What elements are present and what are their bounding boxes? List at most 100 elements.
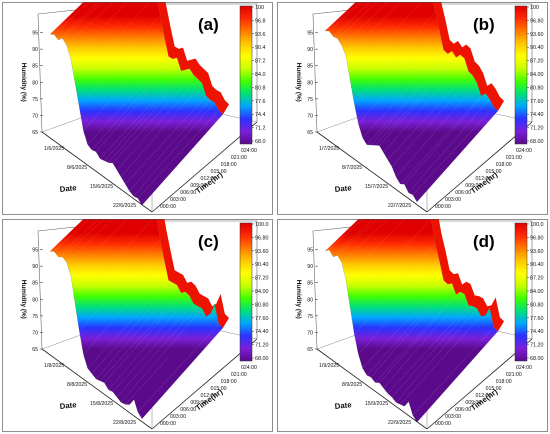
colorbar-tick-label: 93.60 (255, 249, 269, 255)
humidity-surface (49, 219, 230, 420)
time-tick-label: 012:00 (201, 176, 217, 182)
z-axis-title: Humidity (%) (20, 280, 27, 319)
colorbar-tick-label: 90.40 (255, 262, 269, 268)
z-tick-label: 65 (32, 347, 38, 353)
date-axis: 1/7/20258/7/202515/7/202522/7/202529/7/2… (319, 146, 411, 209)
surface-strip (58, 219, 104, 258)
colorbar-tick-label: 68.00 (255, 356, 269, 362)
surface-strip (345, 219, 432, 308)
date-tick-label: 1/8/2025 (44, 363, 64, 369)
surface-top-band (430, 219, 505, 332)
surface-top-band (432, 2, 505, 112)
z-tick-label: 85 (307, 281, 313, 287)
panel-border (277, 219, 548, 432)
z-tick-label: 90 (32, 47, 38, 53)
time-tick-label: 012:00 (476, 176, 492, 182)
colorbar-tick-label: 87.20 (530, 276, 544, 282)
time-tick-label: 003:00 (170, 414, 186, 420)
z-tick-label: 65 (307, 130, 313, 136)
colorbar-tick-label: 80.80 (255, 302, 269, 308)
surface-panel-d: 65 70 75 80 85 90 95 Humidity (%) 1/9/2025 8/9/20… (277, 219, 548, 432)
surface-strip (328, 219, 374, 258)
surface-strip (70, 2, 150, 84)
surface-strip (62, 219, 114, 263)
z-tick-label: 95 (307, 248, 313, 254)
humidity-surface (49, 2, 230, 206)
surface-panel-a: 65 70 75 80 85 90 95 Humidity (%) 1/6/2025 8/6/20… (2, 2, 273, 215)
colorbar-tick-label: 74.40 (255, 329, 269, 335)
time-tick-label: 000:00 (160, 204, 176, 210)
colorbar-tick-label: 84.0 (255, 72, 266, 78)
time-tick-label: 018:00 (221, 379, 237, 385)
date-axis-title: Date (59, 183, 77, 194)
colorbar: 100.0 96.80 93.60 90.40 87.20 84.00 80.80 77.60… (514, 222, 544, 362)
date-tick-label: 22/7/2025 (388, 203, 411, 209)
colorbar-tick-label: 96.80 (530, 235, 544, 241)
date-axis: 1/6/20258/6/202515/6/202522/6/202529/6/2… (44, 146, 136, 209)
date-tick-label: 8/6/2025 (67, 165, 87, 171)
humidity-surface (324, 2, 505, 203)
z-tick-label: 70 (32, 113, 38, 119)
surface-strip (66, 2, 128, 60)
z-axis: 65 70 75 80 85 90 95 Humidity (%) (295, 31, 318, 136)
surface-strip (333, 2, 378, 39)
colorbar-tick-label: 96.8 (255, 18, 266, 24)
z-tick-label: 65 (307, 347, 313, 353)
colorbar-tick-label: 80.8 (255, 85, 266, 91)
time-tick-label: 009:00 (190, 183, 206, 189)
z-tick-label: 70 (307, 330, 313, 336)
time-tick-label: 009:00 (465, 183, 481, 189)
time-tick-label: 012:00 (201, 393, 217, 399)
time-tick-label: 024:00 (516, 365, 532, 371)
colorbar-tick-label: 77.60 (530, 99, 544, 105)
time-tick-label: 021:00 (506, 155, 522, 161)
surface-top-band (157, 2, 230, 115)
z-tick-label: 70 (307, 113, 313, 119)
date-axis-title: Date (334, 400, 352, 411)
time-tick-label: 006:00 (180, 190, 196, 196)
time-tick-label: 018:00 (496, 379, 512, 385)
date-tick-label: 22/9/2025 (388, 420, 411, 426)
date-tick-label: 15/8/2025 (90, 401, 113, 407)
z-axis-title: Humidity (%) (295, 280, 302, 319)
surface-strip (341, 2, 401, 57)
date-tick-label: 8/8/2025 (67, 382, 87, 388)
surface-strip (58, 2, 103, 40)
surface-strip (324, 219, 363, 252)
date-tick-label: 8/9/2025 (342, 382, 362, 388)
colorbar-tick-label: 74.40 (530, 329, 544, 335)
z-tick-label: 80 (307, 80, 313, 86)
colorbar-tick-label: 84.00 (255, 289, 269, 295)
time-tick-label: 009:00 (465, 400, 481, 406)
surface-strip (49, 219, 90, 252)
date-tick-label: 1/7/2025 (319, 146, 339, 152)
colorbar-tick-label: 100 (530, 5, 539, 11)
colorbar-tick-label: 96.80 (530, 18, 544, 24)
date-tick-label: 15/7/2025 (365, 184, 388, 190)
surface-strip (337, 2, 389, 46)
colorbar-tick-label: 84.00 (530, 289, 544, 295)
colorbar-tick-label: 68.0 (255, 139, 266, 145)
z-tick-label: 95 (32, 248, 38, 254)
time-tick-label: 021:00 (231, 372, 247, 378)
surface-panel-c: 65 70 75 80 85 90 95 Humidity (%) 1/8/2025 8/8/20… (2, 219, 273, 432)
time-tick-label: 018:00 (221, 162, 237, 168)
time-tick-label: 021:00 (231, 155, 247, 161)
date-tick-label: 1/9/2025 (319, 363, 339, 369)
colorbar-tick-label: 80.80 (530, 85, 544, 91)
surface-strip (337, 219, 389, 263)
colorbar-tick-label: 93.60 (530, 32, 544, 38)
z-tick-label: 70 (32, 330, 38, 336)
time-tick-label: 003:00 (445, 197, 461, 203)
time-tick-label: 006:00 (180, 407, 196, 413)
z-tick-label: 90 (32, 264, 38, 270)
colorbar-tick-label: 71.20 (530, 343, 544, 349)
panel-border (277, 2, 548, 215)
time-tick-label: 000:00 (160, 421, 176, 427)
colorbar-tick-label: 87.20 (255, 276, 269, 282)
time-tick-label: 024:00 (241, 365, 257, 371)
z-tick-label: 90 (307, 264, 313, 270)
surface-panel-b: 65 70 75 80 85 90 95 Humidity (%) 1/7/2025 8/7/20… (277, 2, 548, 215)
surface-strip (53, 219, 99, 258)
surface-strip (70, 219, 153, 304)
